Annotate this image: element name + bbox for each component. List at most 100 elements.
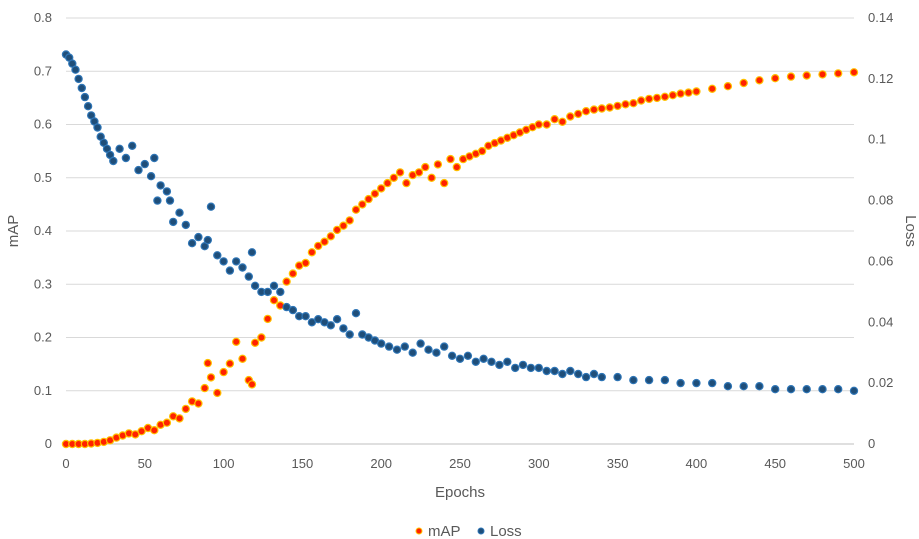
data-point-loss — [351, 309, 361, 318]
data-point-loss — [400, 342, 409, 351]
x-tick-label: 450 — [764, 456, 786, 471]
data-point-map — [200, 383, 209, 393]
data-point-map — [389, 173, 398, 182]
data-point-map — [351, 205, 361, 214]
data-point-loss — [339, 324, 348, 333]
data-point-map — [339, 221, 348, 230]
data-point-map — [684, 88, 693, 97]
data-point-map — [282, 277, 291, 286]
data-point-loss — [263, 287, 272, 297]
data-point-map — [542, 120, 551, 129]
data-point-loss — [384, 342, 394, 351]
data-point-loss — [83, 101, 93, 111]
data-point-loss — [786, 385, 796, 394]
data-point-loss — [739, 382, 748, 391]
data-point-loss — [244, 272, 253, 281]
data-point-map — [377, 184, 386, 193]
data-point-loss — [424, 345, 433, 354]
x-tick-label: 300 — [528, 456, 550, 471]
data-point-loss — [566, 366, 575, 376]
data-point-loss — [511, 363, 520, 373]
series-map-points — [61, 68, 859, 449]
x-tick-label: 250 — [449, 456, 471, 471]
y-right-tick-label: 0.02 — [868, 375, 893, 390]
data-point-map — [231, 337, 241, 346]
data-point-map — [440, 178, 449, 188]
data-point-map — [566, 112, 575, 121]
data-point-loss — [231, 257, 241, 266]
data-point-loss — [71, 65, 80, 74]
data-point-map — [250, 338, 260, 347]
data-point-map — [288, 269, 298, 278]
data-point-map — [574, 109, 583, 119]
data-point-loss — [447, 351, 457, 360]
data-point-map — [307, 248, 317, 257]
data-point-loss — [250, 281, 260, 290]
y-right-tick-label: 0.14 — [868, 10, 893, 25]
data-point-map — [849, 68, 859, 77]
data-point-loss — [219, 257, 228, 266]
y-left-tick-label: 0.2 — [34, 330, 52, 345]
data-point-map — [834, 69, 843, 78]
data-point-map — [395, 168, 405, 177]
data-point-map — [818, 70, 827, 79]
data-point-loss — [332, 315, 342, 324]
data-point-map — [326, 232, 335, 241]
data-point-loss — [771, 385, 780, 394]
x-tick-label: 200 — [370, 456, 392, 471]
series-marks — [61, 50, 859, 449]
data-point-map — [219, 367, 228, 377]
data-point-map — [414, 168, 424, 177]
data-point-loss — [755, 382, 764, 391]
data-point-loss — [301, 312, 310, 321]
y-left-tick-label: 0.1 — [34, 383, 52, 398]
x-axis-title: Epochs — [435, 484, 485, 501]
data-point-map — [668, 90, 678, 100]
data-point-map — [137, 427, 146, 436]
data-point-map — [194, 399, 203, 408]
y-left-tick-label: 0.4 — [34, 223, 52, 238]
data-point-map — [786, 72, 796, 81]
data-point-map — [652, 93, 662, 103]
data-point-loss — [127, 141, 137, 150]
data-point-loss — [613, 372, 622, 382]
data-point-loss — [503, 357, 512, 366]
data-point-map — [446, 154, 455, 164]
data-point-loss — [471, 357, 480, 366]
data-point-loss — [80, 92, 90, 102]
data-point-map — [203, 358, 212, 368]
data-point-loss — [581, 372, 591, 382]
data-point-map — [477, 146, 487, 156]
data-point-loss — [288, 305, 298, 315]
data-point-map — [637, 96, 646, 105]
x-tick-label: 50 — [138, 456, 152, 471]
data-point-loss — [550, 366, 559, 376]
data-point-loss — [326, 321, 335, 330]
legend-label-loss: Loss — [490, 523, 522, 539]
data-point-map — [613, 101, 622, 111]
y-left-tick-label: 0.3 — [34, 276, 52, 291]
data-point-map — [692, 87, 701, 96]
data-point-map — [534, 120, 544, 129]
data-point-map — [550, 114, 559, 124]
data-point-loss — [206, 202, 216, 211]
gridlines — [66, 17, 854, 392]
data-point-map — [629, 98, 638, 108]
series-loss-points — [61, 50, 859, 395]
data-point-loss — [121, 153, 131, 163]
data-point-loss — [175, 208, 184, 217]
data-point-loss — [392, 345, 402, 354]
x-tick-label: 400 — [686, 456, 708, 471]
data-point-map — [263, 314, 272, 324]
y-left-tick-label: 0.5 — [34, 170, 52, 185]
y-left-tick-label: 0.7 — [34, 63, 52, 78]
data-point-loss — [181, 220, 190, 230]
x-tick-label: 100 — [213, 456, 235, 471]
data-point-map — [238, 354, 247, 363]
data-point-loss — [269, 281, 279, 290]
data-point-loss — [660, 375, 670, 385]
data-point-map — [427, 173, 436, 182]
data-point-loss — [440, 342, 449, 351]
y-left-tick-label: 0.8 — [34, 10, 52, 25]
y-left-tick-labels: 0 0.1 0.2 0.3 0.4 0.5 0.6 0.7 0.8 — [34, 10, 52, 451]
